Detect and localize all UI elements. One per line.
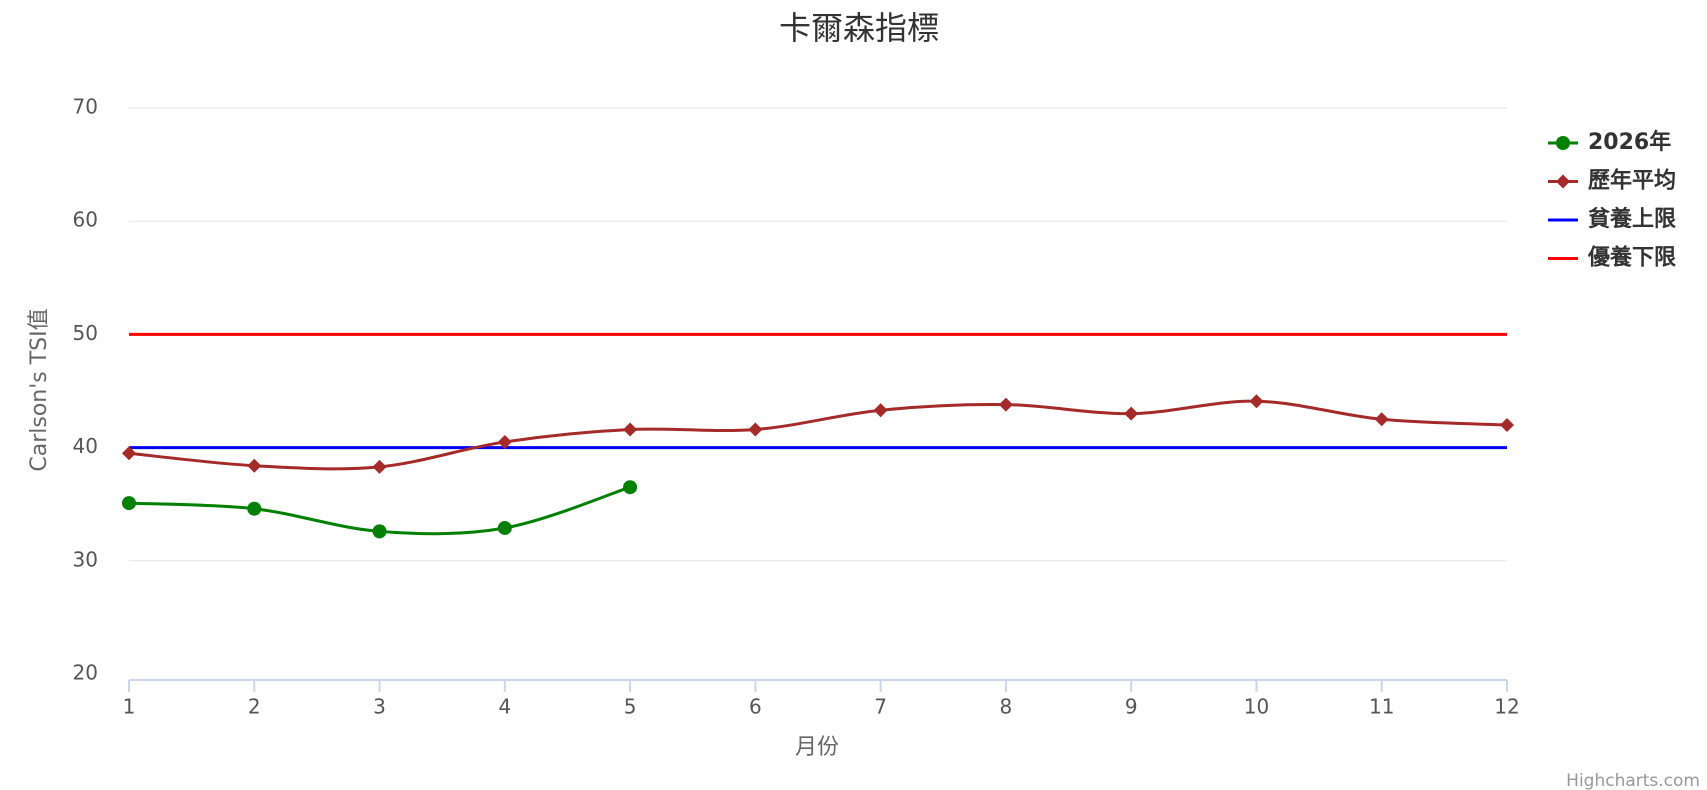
point (497, 520, 512, 535)
point (122, 496, 136, 511)
legend-label[interactable]: 貧養上限 (1588, 206, 1676, 232)
x-tick-label: 4 (498, 695, 511, 719)
point (873, 403, 888, 418)
x-tick-label: 9 (1125, 695, 1138, 719)
credits[interactable]: Highcharts.com (1566, 771, 1700, 790)
point (372, 524, 387, 539)
x-tick-label: 1 (123, 695, 136, 719)
x-tick-label: 6 (749, 695, 762, 719)
x-tick-label: 11 (1369, 695, 1394, 719)
point (372, 459, 387, 474)
legend-label[interactable]: 2026年 (1588, 129, 1671, 155)
x-tick-label: 2 (248, 695, 261, 719)
y-tick-label: 40 (73, 434, 98, 458)
y-tick-label: 70 (73, 95, 98, 119)
point (1374, 412, 1389, 427)
chart-title: 卡爾森指標 (779, 9, 939, 47)
x-tick-label: 5 (624, 695, 637, 719)
point (247, 458, 262, 473)
series-line (128, 399, 1508, 471)
point (122, 446, 136, 461)
point (1556, 136, 1570, 150)
y-tick-label: 30 (73, 547, 98, 571)
point (1500, 417, 1514, 432)
x-tick-label: 12 (1494, 695, 1519, 719)
x-tick-label: 8 (1000, 695, 1013, 719)
legend-label[interactable]: 優養下限 (1587, 245, 1676, 271)
point (247, 501, 262, 516)
x-axis-title: 月份 (795, 735, 839, 760)
point (623, 480, 638, 495)
y-tick-label: 50 (73, 321, 98, 345)
point (748, 422, 763, 437)
point (1249, 394, 1264, 409)
x-tick-label: 3 (373, 695, 386, 719)
point (998, 397, 1013, 412)
point (1556, 174, 1570, 189)
y-tick-label: 20 (73, 661, 98, 685)
point (497, 434, 512, 449)
y-tick-label: 60 (73, 208, 98, 232)
y-axis-title: Carlson's TSI值 (27, 308, 52, 471)
x-tick-label: 10 (1244, 695, 1269, 719)
point (1124, 406, 1139, 421)
legend-label[interactable]: 歷年平均 (1588, 168, 1676, 194)
point (623, 422, 638, 437)
x-tick-label: 7 (874, 695, 887, 719)
